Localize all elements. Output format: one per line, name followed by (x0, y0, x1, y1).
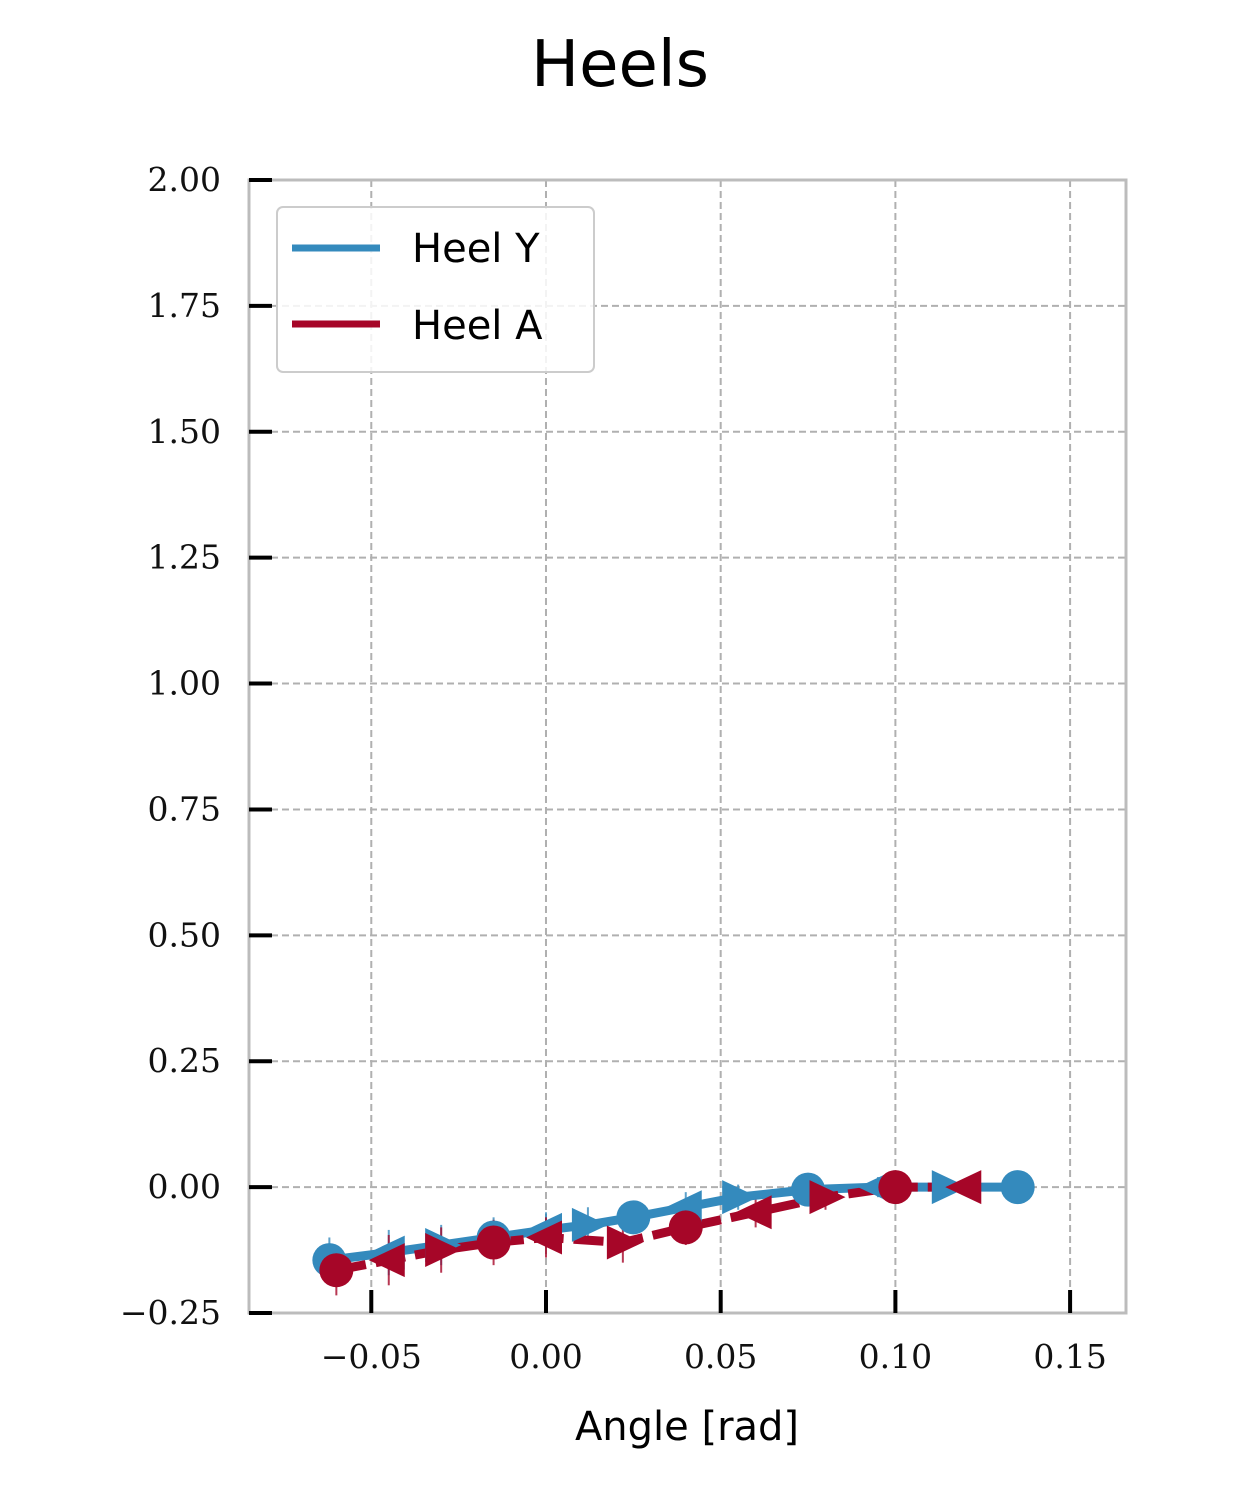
point-heel-y (1000, 1170, 1035, 1205)
x-axis-ticks: −0.05 0.00 0.05 0.10 0.15 (321, 1290, 1107, 1376)
legend-label-heel-y: Heel Y (412, 226, 540, 272)
x-tick-label: −0.05 (321, 1337, 422, 1376)
point-heel-a (606, 1225, 643, 1260)
y-tick-label: 0.25 (148, 1041, 221, 1080)
x-tick-label: 0.10 (859, 1337, 932, 1376)
point-heel-y (616, 1200, 651, 1235)
point-heel-a (668, 1210, 703, 1245)
y-tick-label: 0.75 (148, 789, 221, 828)
y-tick-label: 1.25 (148, 538, 221, 577)
point-heel-a (425, 1233, 462, 1268)
x-axis-label: Angle [rad] (575, 1404, 799, 1450)
y-axis-ticks: −0.25 0.00 0.25 0.50 0.75 1.00 1.25 1.50 1.75 2.0… (120, 160, 272, 1332)
point-heel-a (368, 1243, 405, 1278)
point-heel-a (319, 1253, 354, 1288)
point-heel-a (525, 1220, 562, 1255)
y-tick-label: 1.00 (148, 664, 221, 703)
y-tick-label: 0.50 (148, 915, 221, 954)
legend-label-heel-a: Heel A (412, 303, 543, 349)
point-heel-a (878, 1170, 913, 1205)
y-tick-label: 1.50 (148, 412, 221, 451)
y-tick-label: 2.00 (148, 160, 221, 199)
point-heel-a (945, 1170, 982, 1205)
plot-frame (247, 178, 1128, 1315)
x-tick-label: 0.15 (1033, 1337, 1106, 1376)
point-heel-a (476, 1225, 511, 1260)
y-tick-label: 1.75 (148, 286, 221, 325)
x-tick-label: 0.05 (684, 1337, 757, 1376)
point-heel-a (809, 1180, 846, 1215)
series-markers (312, 1170, 1035, 1288)
point-heel-a (735, 1195, 772, 1230)
chart-title: Heels (531, 28, 709, 102)
point-heel-y (571, 1207, 608, 1242)
x-tick-label: 0.00 (509, 1337, 582, 1376)
point-heel-y (722, 1180, 759, 1215)
y-tick-label: −0.25 (120, 1293, 221, 1332)
legend: Heel Y Heel A (276, 206, 595, 373)
y-tick-label: 0.00 (148, 1167, 221, 1206)
